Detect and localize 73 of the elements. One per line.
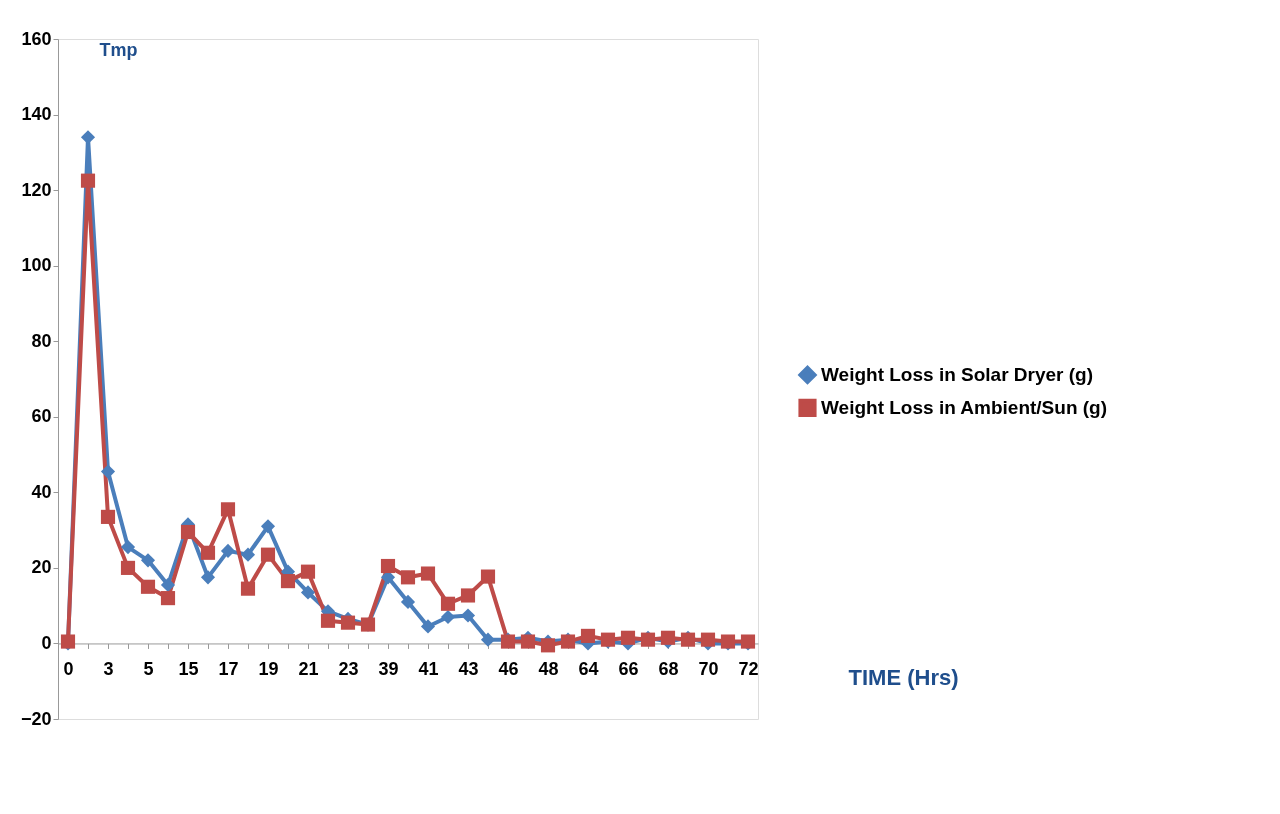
- point: [280, 574, 296, 589]
- point: [80, 130, 96, 145]
- y-axis-title: Tmp: [99, 39, 138, 60]
- point: [100, 464, 116, 479]
- point: [480, 632, 496, 647]
- x-tick-label: 70: [698, 658, 719, 679]
- x-tick-label: 41: [418, 658, 439, 679]
- point: [520, 634, 536, 649]
- point: [460, 588, 476, 603]
- point: [220, 543, 236, 558]
- point: [100, 509, 116, 524]
- point: [160, 591, 176, 606]
- y-tick-label: 80: [31, 330, 52, 351]
- x-tick-label: 43: [458, 658, 479, 679]
- point: [120, 560, 136, 575]
- point: [400, 594, 416, 609]
- point: [220, 502, 236, 517]
- y-tick-label: 160: [21, 28, 52, 49]
- point: [240, 581, 256, 596]
- point: [180, 524, 196, 540]
- x-tick-label: 0: [63, 658, 74, 679]
- point: [300, 585, 316, 600]
- x-axis-title: TIME (Hrs): [848, 664, 959, 690]
- point: [420, 619, 436, 634]
- y-tick-label: 20: [31, 557, 52, 578]
- x-tick-label: 23: [338, 658, 359, 679]
- point: [620, 630, 636, 645]
- point: [440, 609, 456, 625]
- point: [260, 519, 276, 534]
- point: [300, 564, 316, 579]
- point: [400, 570, 416, 585]
- point: [660, 630, 676, 645]
- x-tick-label: 15: [178, 658, 199, 679]
- y-tick-label: 40: [31, 481, 52, 502]
- point: [140, 553, 156, 568]
- x-tick-label: 72: [738, 658, 759, 679]
- x-tick-label: 39: [378, 658, 399, 679]
- point: [700, 632, 716, 647]
- point: [160, 577, 176, 592]
- x-tick-label: 21: [298, 658, 319, 679]
- y-tick-label: 60: [31, 406, 52, 427]
- point: [260, 547, 276, 562]
- point: [340, 615, 356, 630]
- x-tick-label: 64: [578, 658, 599, 679]
- point: [120, 540, 136, 555]
- point: [80, 173, 96, 188]
- x-tick-label: 17: [218, 658, 239, 679]
- y-tick-label: 140: [21, 104, 52, 125]
- legend-label: Weight Loss in Ambient/Sun (g): [821, 396, 1108, 418]
- point: [140, 579, 156, 594]
- point: [240, 547, 256, 562]
- x-tick-label: 19: [258, 658, 279, 679]
- point: [380, 558, 396, 574]
- x-tick-label: 48: [538, 658, 559, 679]
- y-tick-label: 120: [21, 179, 52, 200]
- x-tick-label: 5: [143, 658, 154, 679]
- x-tick-label: 3: [103, 658, 114, 679]
- point: [420, 566, 436, 581]
- point: [200, 545, 216, 560]
- legend-label: Weight Loss in Solar Dryer (g): [821, 363, 1094, 385]
- y-tick-label: 0: [41, 632, 52, 653]
- point: [200, 570, 216, 585]
- x-tick-label: 68: [658, 658, 679, 679]
- x-tick-label: 66: [618, 658, 639, 679]
- y-tick-label: 100: [21, 255, 52, 276]
- point: [480, 569, 496, 584]
- point: [320, 613, 336, 628]
- point: [580, 628, 596, 643]
- y-tick-label: −20: [20, 708, 52, 729]
- x-tick-label: 46: [498, 658, 519, 679]
- point: [440, 596, 456, 611]
- point: [460, 608, 476, 623]
- point: [540, 638, 556, 653]
